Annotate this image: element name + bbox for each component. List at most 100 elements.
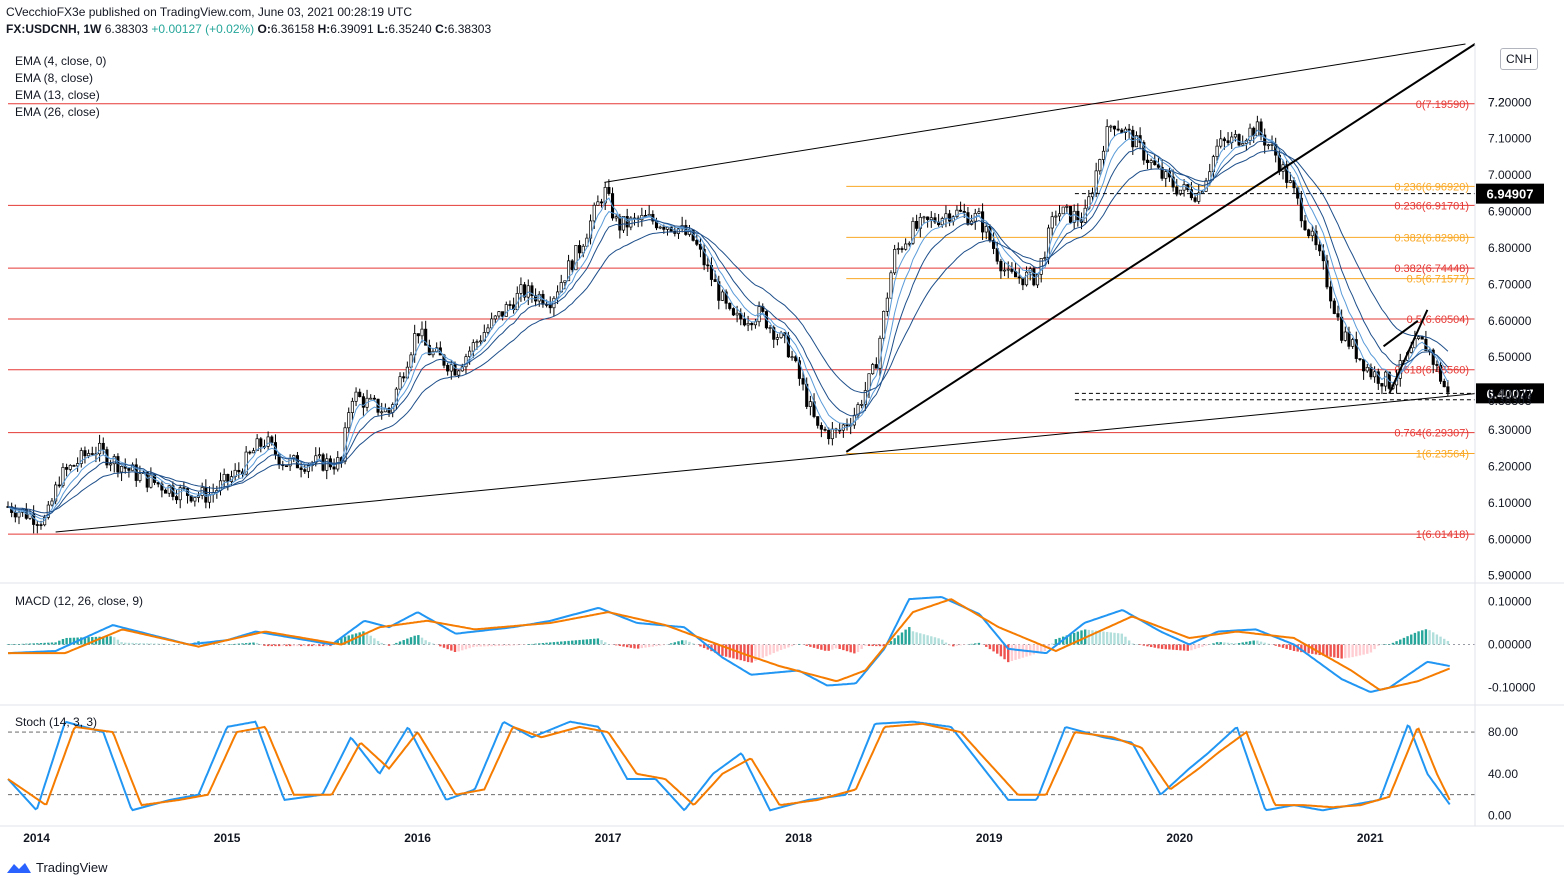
candle-body <box>427 344 431 356</box>
candle-body <box>61 467 65 486</box>
macd-histogram-bar <box>1377 644 1380 646</box>
macd-histogram-bar <box>952 644 955 647</box>
price-axis-tick: 6.30000 <box>1488 423 1532 437</box>
macd-histogram-bar <box>545 642 548 645</box>
macd-histogram-bar <box>384 644 387 645</box>
brand-name: TradingView <box>36 860 108 875</box>
candle-body <box>772 327 776 340</box>
macd-histogram-bar <box>1256 640 1259 645</box>
macd-histogram-bar <box>845 644 849 652</box>
candle-body <box>446 364 450 372</box>
macd-histogram-bar <box>113 637 116 645</box>
candle-body <box>387 407 391 413</box>
macd-histogram-bar <box>805 644 808 646</box>
macd-label[interactable]: MACD (12, 26, close, 9) <box>15 594 144 608</box>
candle-body <box>702 248 706 266</box>
macd-histogram-bar <box>966 644 970 645</box>
macd-histogram-bar <box>1003 644 1006 660</box>
macd-histogram-bar <box>651 644 655 647</box>
macd-histogram-bar <box>149 643 153 645</box>
macd-histogram-bar <box>116 639 120 645</box>
macd-histogram-bar <box>867 644 871 646</box>
macd-pane[interactable] <box>6 595 1475 693</box>
stoch-pane[interactable] <box>7 720 1475 812</box>
macd-histogram-bar <box>1105 631 1109 645</box>
macd-histogram-bar <box>1267 643 1270 645</box>
macd-histogram-bar <box>655 644 658 647</box>
low-label: L: <box>377 22 389 36</box>
macd-histogram-bar <box>680 640 684 645</box>
price-marker-label: 6.38303 <box>1488 394 1532 408</box>
ema-4-label[interactable]: EMA (4, close, 0) <box>15 54 107 68</box>
macd-histogram-bar <box>175 644 178 645</box>
candle-body <box>768 327 772 329</box>
macd-histogram-bar <box>658 644 662 646</box>
macd-histogram-bar <box>871 644 874 647</box>
macd-histogram-bar <box>882 644 885 647</box>
candle-body <box>1380 383 1384 387</box>
macd-histogram-bar <box>138 643 142 645</box>
macd-histogram-bar <box>1127 640 1131 645</box>
macd-histogram-bar <box>307 644 310 647</box>
candle-body <box>665 226 670 230</box>
candle-body <box>1222 138 1226 142</box>
candle-body <box>255 438 259 452</box>
price-pane[interactable]: 0(7.19590) 0.236(6.96920) 0.236(6.91701) 0.… <box>6 43 1476 541</box>
price-marker-box <box>1476 183 1544 204</box>
candle-body <box>1288 180 1292 183</box>
macd-histogram-bar <box>794 644 797 645</box>
tradingview-logo[interactable]: TradingView <box>6 860 108 875</box>
trendline <box>55 393 1476 533</box>
candle-body <box>563 280 567 283</box>
macd-histogram-bar <box>761 644 764 658</box>
trendline <box>1382 319 1419 348</box>
macd-histogram-bar <box>1072 632 1076 645</box>
macd-histogram-bar <box>1036 644 1039 654</box>
macd-histogram-bar <box>560 641 563 645</box>
macd-histogram-bar <box>988 644 992 650</box>
candle-body <box>567 260 571 282</box>
macd-histogram-bar <box>999 644 1003 657</box>
candle-body <box>1358 358 1362 360</box>
candle-body <box>266 436 270 447</box>
ema-8-label[interactable]: EMA (8, close) <box>15 71 94 85</box>
candle-body <box>248 451 252 454</box>
candle-body <box>827 429 831 440</box>
symbol[interactable]: FX:USDCNH, 1W <box>6 22 102 36</box>
candle-body <box>1024 271 1029 286</box>
candle-body <box>1420 336 1424 340</box>
macd-histogram-bar <box>534 643 537 645</box>
macd-histogram-bar <box>1080 630 1083 645</box>
candle-body <box>1043 257 1047 259</box>
candle-body <box>720 291 724 301</box>
candle-body <box>424 328 428 346</box>
candle-body <box>1226 140 1230 143</box>
macd-histogram-bar <box>43 642 46 645</box>
macd-histogram-bar <box>1248 641 1252 645</box>
macd-histogram-bar <box>1245 641 1248 645</box>
macd-histogram-bar <box>732 644 735 659</box>
macd-histogram-bar <box>252 642 255 645</box>
stoch-label[interactable]: Stoch (14, 3, 3) <box>15 715 98 729</box>
macd-histogram-bar <box>1226 642 1230 645</box>
macd-histogram-bar <box>669 643 673 645</box>
macd-histogram-bar <box>567 640 570 645</box>
candle-body <box>54 484 58 502</box>
macd-histogram-bar <box>915 632 918 645</box>
macd-histogram-bar <box>72 637 76 645</box>
macd-histogram-bar <box>911 631 915 645</box>
macd-histogram-bar <box>834 644 838 649</box>
macd-histogram-bar <box>230 644 233 645</box>
candle-body <box>1307 229 1311 237</box>
candle-body <box>1292 180 1296 189</box>
macd-histogram-bar <box>801 644 805 645</box>
ema-26-label[interactable]: EMA (26, close) <box>15 105 100 119</box>
candle-body <box>1149 160 1153 163</box>
currency-button[interactable]: CNH <box>1500 48 1538 70</box>
candle-body <box>314 455 318 464</box>
ema-13-label[interactable]: EMA (13, close) <box>15 88 100 102</box>
macd-histogram-bar <box>768 644 772 655</box>
macd-histogram-bar <box>842 644 845 651</box>
candle-body <box>523 284 527 298</box>
